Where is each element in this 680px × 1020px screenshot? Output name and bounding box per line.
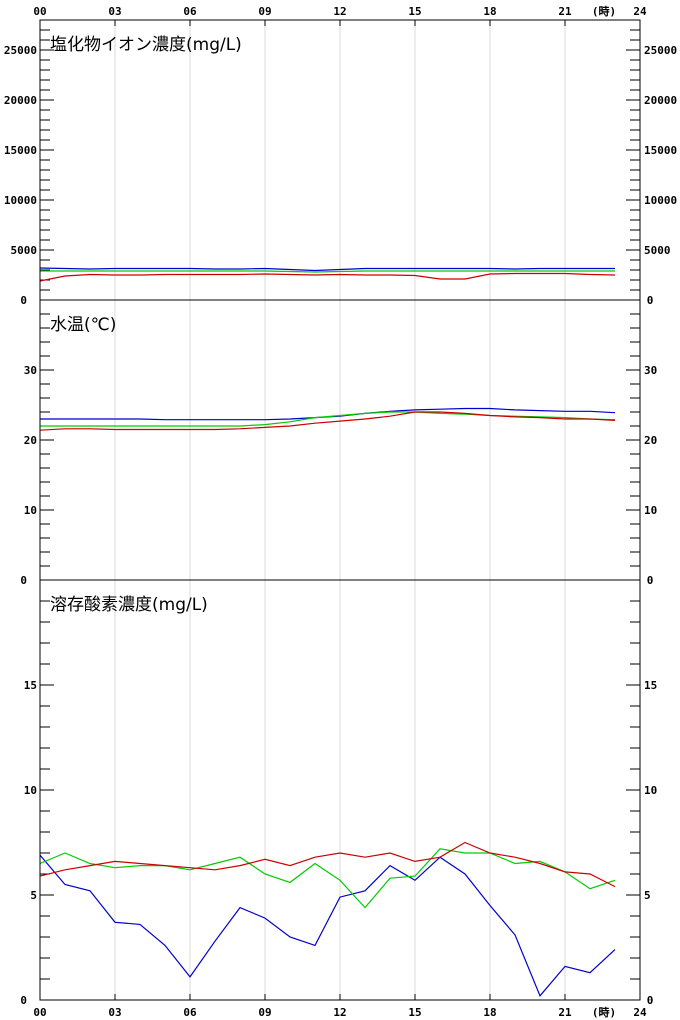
x-tick-label-bottom: 21: [558, 1006, 572, 1019]
y-tick-label-right: 10: [644, 784, 657, 797]
series-line: [39, 267, 615, 272]
y-tick-label-left: 5000: [11, 244, 38, 257]
y-tick-label-right: 0: [647, 994, 654, 1007]
y-tick-label-left: 0: [20, 994, 27, 1007]
series-line: [40, 411, 616, 427]
y-tick-label-left: 0: [20, 294, 27, 307]
y-tick-label-left: 15000: [4, 144, 37, 157]
x-tick-label-top: 09: [258, 5, 271, 18]
y-tick-label-right: 20: [644, 434, 657, 447]
y-tick-label-left: 20000: [4, 94, 37, 107]
x-tick-label-top: 03: [108, 5, 121, 18]
y-tick-label-right: 30: [644, 364, 657, 377]
x-tick-label-bottom: 15: [408, 1006, 421, 1019]
series-line: [40, 407, 616, 421]
y-tick-label-right: 5: [644, 889, 651, 902]
y-tick-label-right: 20000: [644, 94, 677, 107]
panel-title: 溶存酸素濃度(mg/L): [50, 595, 208, 615]
y-tick-label-right: 10000: [644, 194, 677, 207]
y-tick-label-left: 25000: [4, 44, 37, 57]
y-tick-label-left: 0: [20, 574, 27, 587]
series-line: [39, 411, 616, 431]
x-tick-label-bottom: 12: [333, 1006, 346, 1019]
y-tick-label-right: 0: [647, 294, 654, 307]
y-tick-label-left: 20: [24, 434, 37, 447]
y-tick-label-left: 10: [24, 784, 37, 797]
y-tick-label-right: 5000: [644, 244, 671, 257]
x-tick-label-top: 15: [408, 5, 421, 18]
x-tick-label-top: 24: [633, 5, 647, 18]
series-line: [39, 841, 616, 888]
series-line: [39, 848, 616, 909]
y-tick-label-right: 10: [644, 504, 657, 517]
y-tick-label-left: 30: [24, 364, 37, 377]
x-tick-label-bottom: 00: [33, 1006, 46, 1019]
x-tick-label-bottom: 03: [108, 1006, 121, 1019]
x-unit-label-top: (時): [592, 4, 616, 18]
x-tick-label-top: 06: [183, 5, 197, 18]
y-tick-label-left: 10: [24, 504, 37, 517]
y-tick-label-right: 15: [644, 679, 657, 692]
y-tick-label-right: 25000: [644, 44, 677, 57]
series-line: [39, 272, 616, 282]
y-tick-label-right: 15000: [644, 144, 677, 157]
x-unit-label-bottom: (時): [592, 1005, 616, 1019]
x-tick-label-bottom: 09: [258, 1006, 271, 1019]
y-tick-label-left: 15: [24, 679, 37, 692]
panel-title: 塩化物イオン濃度(mg/L): [50, 35, 242, 55]
x-tick-label-top: 00: [33, 5, 46, 18]
y-tick-label-left: 5: [30, 889, 37, 902]
x-tick-label-bottom: 06: [183, 1006, 197, 1019]
x-tick-label-bottom: 24: [633, 1006, 647, 1019]
series-line: [40, 270, 615, 273]
series-line: [39, 854, 616, 997]
x-tick-label-bottom: 18: [483, 1006, 496, 1019]
x-tick-label-top: 12: [333, 5, 346, 18]
y-tick-label-right: 0: [647, 574, 654, 587]
x-tick-label-top: 21: [558, 5, 572, 18]
panel-title: 水温(℃): [50, 315, 116, 335]
x-tick-label-top: 18: [483, 5, 496, 18]
y-tick-label-left: 10000: [4, 194, 37, 207]
